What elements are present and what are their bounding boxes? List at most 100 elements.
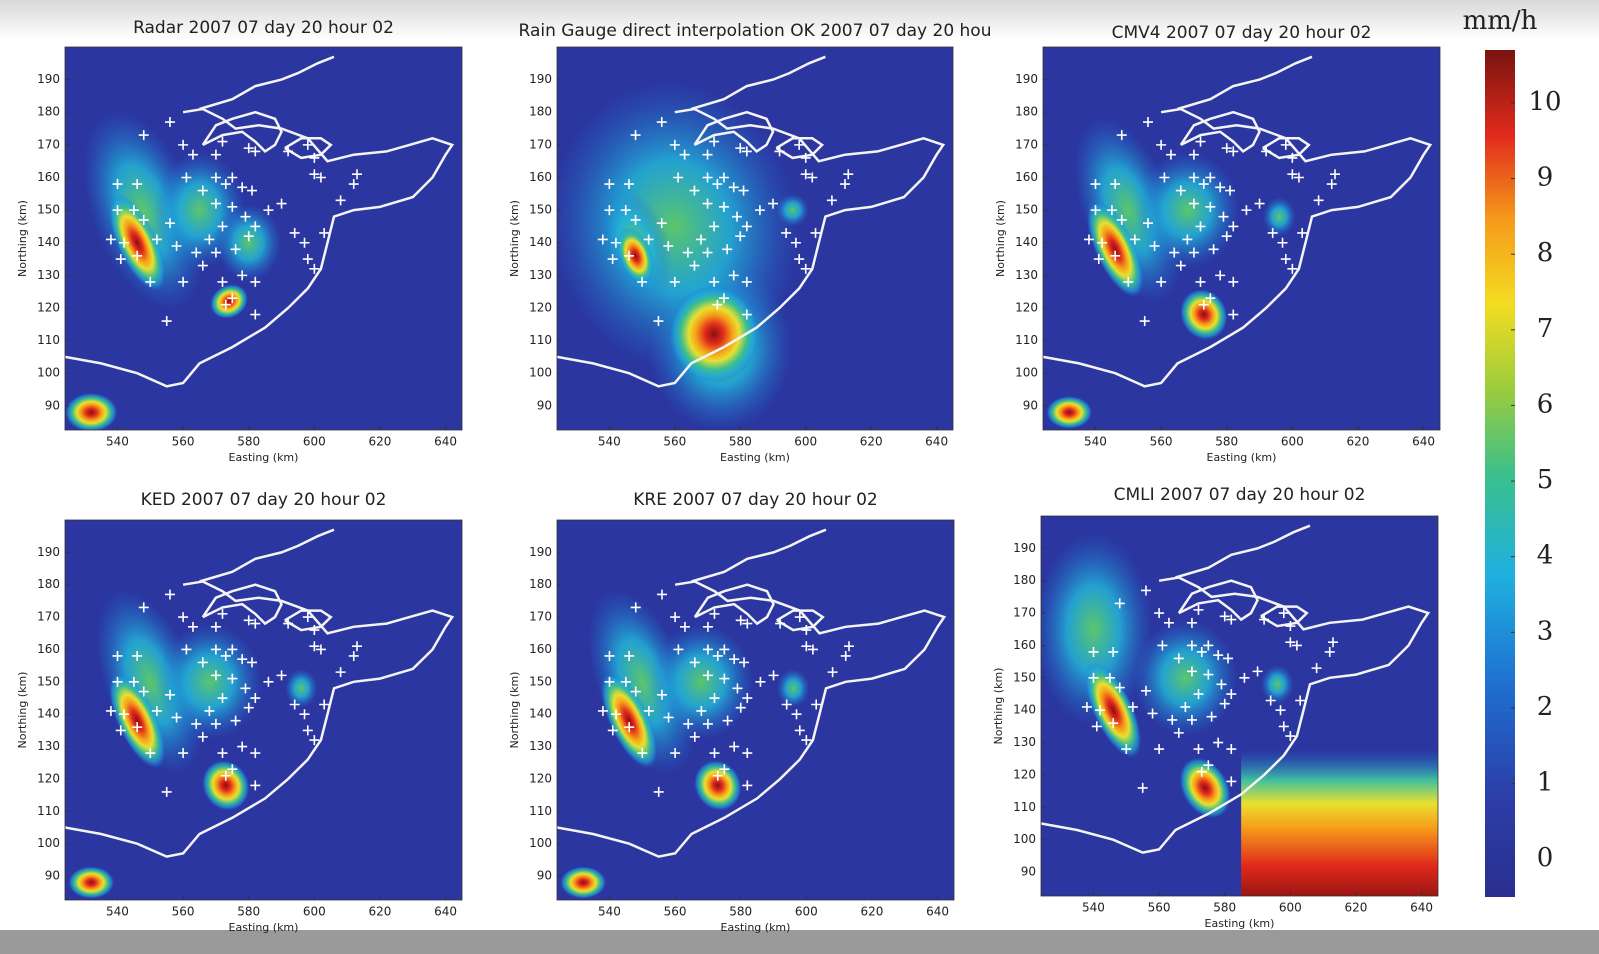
x-axis-label: Easting (km) bbox=[1205, 917, 1275, 930]
y-tick-label: 190 bbox=[37, 545, 60, 559]
y-tick-label: 130 bbox=[1013, 735, 1036, 749]
y-tick-label: 180 bbox=[1013, 573, 1036, 587]
y-tick-label: 100 bbox=[529, 836, 552, 850]
field-blob bbox=[649, 624, 754, 741]
colorbar-tick-label: 0 bbox=[1537, 843, 1554, 873]
colorbar-tick-label: 5 bbox=[1537, 465, 1554, 495]
y-tick-label: 130 bbox=[1015, 268, 1038, 282]
colorbar-tick-label: 1 bbox=[1537, 768, 1554, 798]
x-tick-label: 600 bbox=[794, 435, 817, 449]
y-tick-label: 180 bbox=[1015, 105, 1038, 119]
field-blob bbox=[776, 194, 809, 227]
y-tick-label: 130 bbox=[37, 739, 60, 753]
y-tick-label: 90 bbox=[45, 398, 60, 412]
plot-area bbox=[65, 520, 462, 900]
x-tick-label: 540 bbox=[106, 905, 129, 919]
y-tick-label: 150 bbox=[37, 203, 60, 217]
x-tick-label: 540 bbox=[1084, 435, 1107, 449]
x-tick-label: 560 bbox=[663, 435, 686, 449]
x-tick-label: 620 bbox=[1347, 435, 1370, 449]
x-tick-label: 580 bbox=[237, 435, 260, 449]
panel-title: CMV4 2007 07 day 20 hour 02 bbox=[1112, 23, 1372, 43]
y-tick-label: 100 bbox=[37, 836, 60, 850]
colorbar bbox=[1485, 50, 1515, 897]
field-band bbox=[1241, 749, 1454, 904]
field-blob bbox=[1046, 396, 1092, 429]
y-tick-label: 140 bbox=[529, 707, 552, 721]
y-tick-label: 100 bbox=[1013, 832, 1036, 846]
x-tick-label: 640 bbox=[1412, 435, 1435, 449]
figure: mm/h Radar 2007 07 day 20 hour 025405605… bbox=[0, 0, 1599, 954]
panel-title: KRE 2007 07 day 20 hour 02 bbox=[633, 490, 878, 510]
colorbar-label: mm/h bbox=[1463, 6, 1538, 36]
x-axis-label: Easting (km) bbox=[720, 451, 790, 464]
panel-title: CMLI 2007 07 day 20 hour 02 bbox=[1114, 485, 1366, 505]
y-tick-label: 140 bbox=[1013, 703, 1036, 717]
y-axis-label: Northing (km) bbox=[992, 668, 1005, 745]
y-tick-label: 180 bbox=[37, 105, 60, 119]
y-tick-label: 100 bbox=[37, 366, 60, 380]
colorbar-tick-label: 4 bbox=[1537, 541, 1554, 571]
y-tick-label: 180 bbox=[529, 577, 552, 591]
field-blob bbox=[216, 204, 282, 282]
x-tick-label: 580 bbox=[1215, 435, 1238, 449]
y-tick-label: 110 bbox=[529, 804, 552, 818]
x-tick-label: 540 bbox=[598, 435, 621, 449]
x-tick-label: 640 bbox=[1410, 901, 1433, 915]
colorbar-tick-label: 10 bbox=[1528, 87, 1561, 117]
y-tick-label: 130 bbox=[37, 268, 60, 282]
y-tick-label: 170 bbox=[529, 610, 552, 624]
y-tick-label: 190 bbox=[1013, 541, 1036, 555]
x-tick-label: 620 bbox=[369, 905, 392, 919]
x-tick-label: 560 bbox=[172, 905, 195, 919]
x-tick-label: 620 bbox=[861, 905, 884, 919]
y-tick-label: 120 bbox=[37, 300, 60, 314]
x-tick-label: 600 bbox=[1281, 435, 1304, 449]
plot-area bbox=[1034, 516, 1454, 904]
x-tick-label: 540 bbox=[106, 435, 129, 449]
y-tick-label: 190 bbox=[37, 72, 60, 86]
x-tick-label: 580 bbox=[729, 905, 752, 919]
x-tick-label: 600 bbox=[303, 435, 326, 449]
x-tick-label: 560 bbox=[172, 435, 195, 449]
y-tick-label: 130 bbox=[529, 739, 552, 753]
field-blob bbox=[560, 866, 606, 898]
y-tick-label: 150 bbox=[1015, 203, 1038, 217]
y-axis-label: Northing (km) bbox=[16, 200, 29, 277]
y-tick-label: 150 bbox=[37, 674, 60, 688]
field-blob bbox=[1135, 151, 1240, 268]
x-tick-label: 640 bbox=[926, 905, 949, 919]
y-tick-label: 190 bbox=[1015, 72, 1038, 86]
colorbar-tick-label: 2 bbox=[1537, 692, 1554, 722]
colorbar-tick-label: 8 bbox=[1537, 238, 1554, 268]
y-tick-label: 120 bbox=[1013, 767, 1036, 781]
x-tick-label: 580 bbox=[729, 435, 752, 449]
panel-title: Rain Gauge direct interpolation OK 2007 … bbox=[519, 21, 992, 41]
y-tick-label: 100 bbox=[529, 366, 552, 380]
x-tick-label: 620 bbox=[369, 435, 392, 449]
field-blob bbox=[65, 393, 117, 432]
field-blob bbox=[1263, 197, 1296, 236]
y-tick-label: 180 bbox=[529, 105, 552, 119]
y-tick-label: 160 bbox=[37, 642, 60, 656]
y-tick-label: 160 bbox=[529, 642, 552, 656]
x-tick-label: 560 bbox=[664, 905, 687, 919]
plot-area bbox=[1043, 47, 1440, 430]
panel-title: Radar 2007 07 day 20 hour 02 bbox=[133, 18, 394, 38]
y-tick-label: 130 bbox=[529, 268, 552, 282]
y-axis-label: Northing (km) bbox=[994, 200, 1007, 277]
field-blob bbox=[777, 669, 810, 708]
y-tick-label: 170 bbox=[1013, 606, 1036, 620]
y-tick-label: 110 bbox=[1015, 333, 1038, 347]
y-tick-label: 190 bbox=[529, 545, 552, 559]
y-tick-label: 110 bbox=[37, 804, 60, 818]
y-tick-label: 110 bbox=[1013, 800, 1036, 814]
plot-area bbox=[557, 520, 954, 900]
y-tick-label: 150 bbox=[1013, 670, 1036, 684]
y-tick-label: 160 bbox=[1013, 638, 1036, 652]
field-blob bbox=[157, 624, 262, 741]
x-tick-label: 620 bbox=[1345, 901, 1368, 915]
y-tick-label: 150 bbox=[529, 674, 552, 688]
x-axis-label: Easting (km) bbox=[721, 921, 791, 934]
y-tick-label: 140 bbox=[37, 235, 60, 249]
